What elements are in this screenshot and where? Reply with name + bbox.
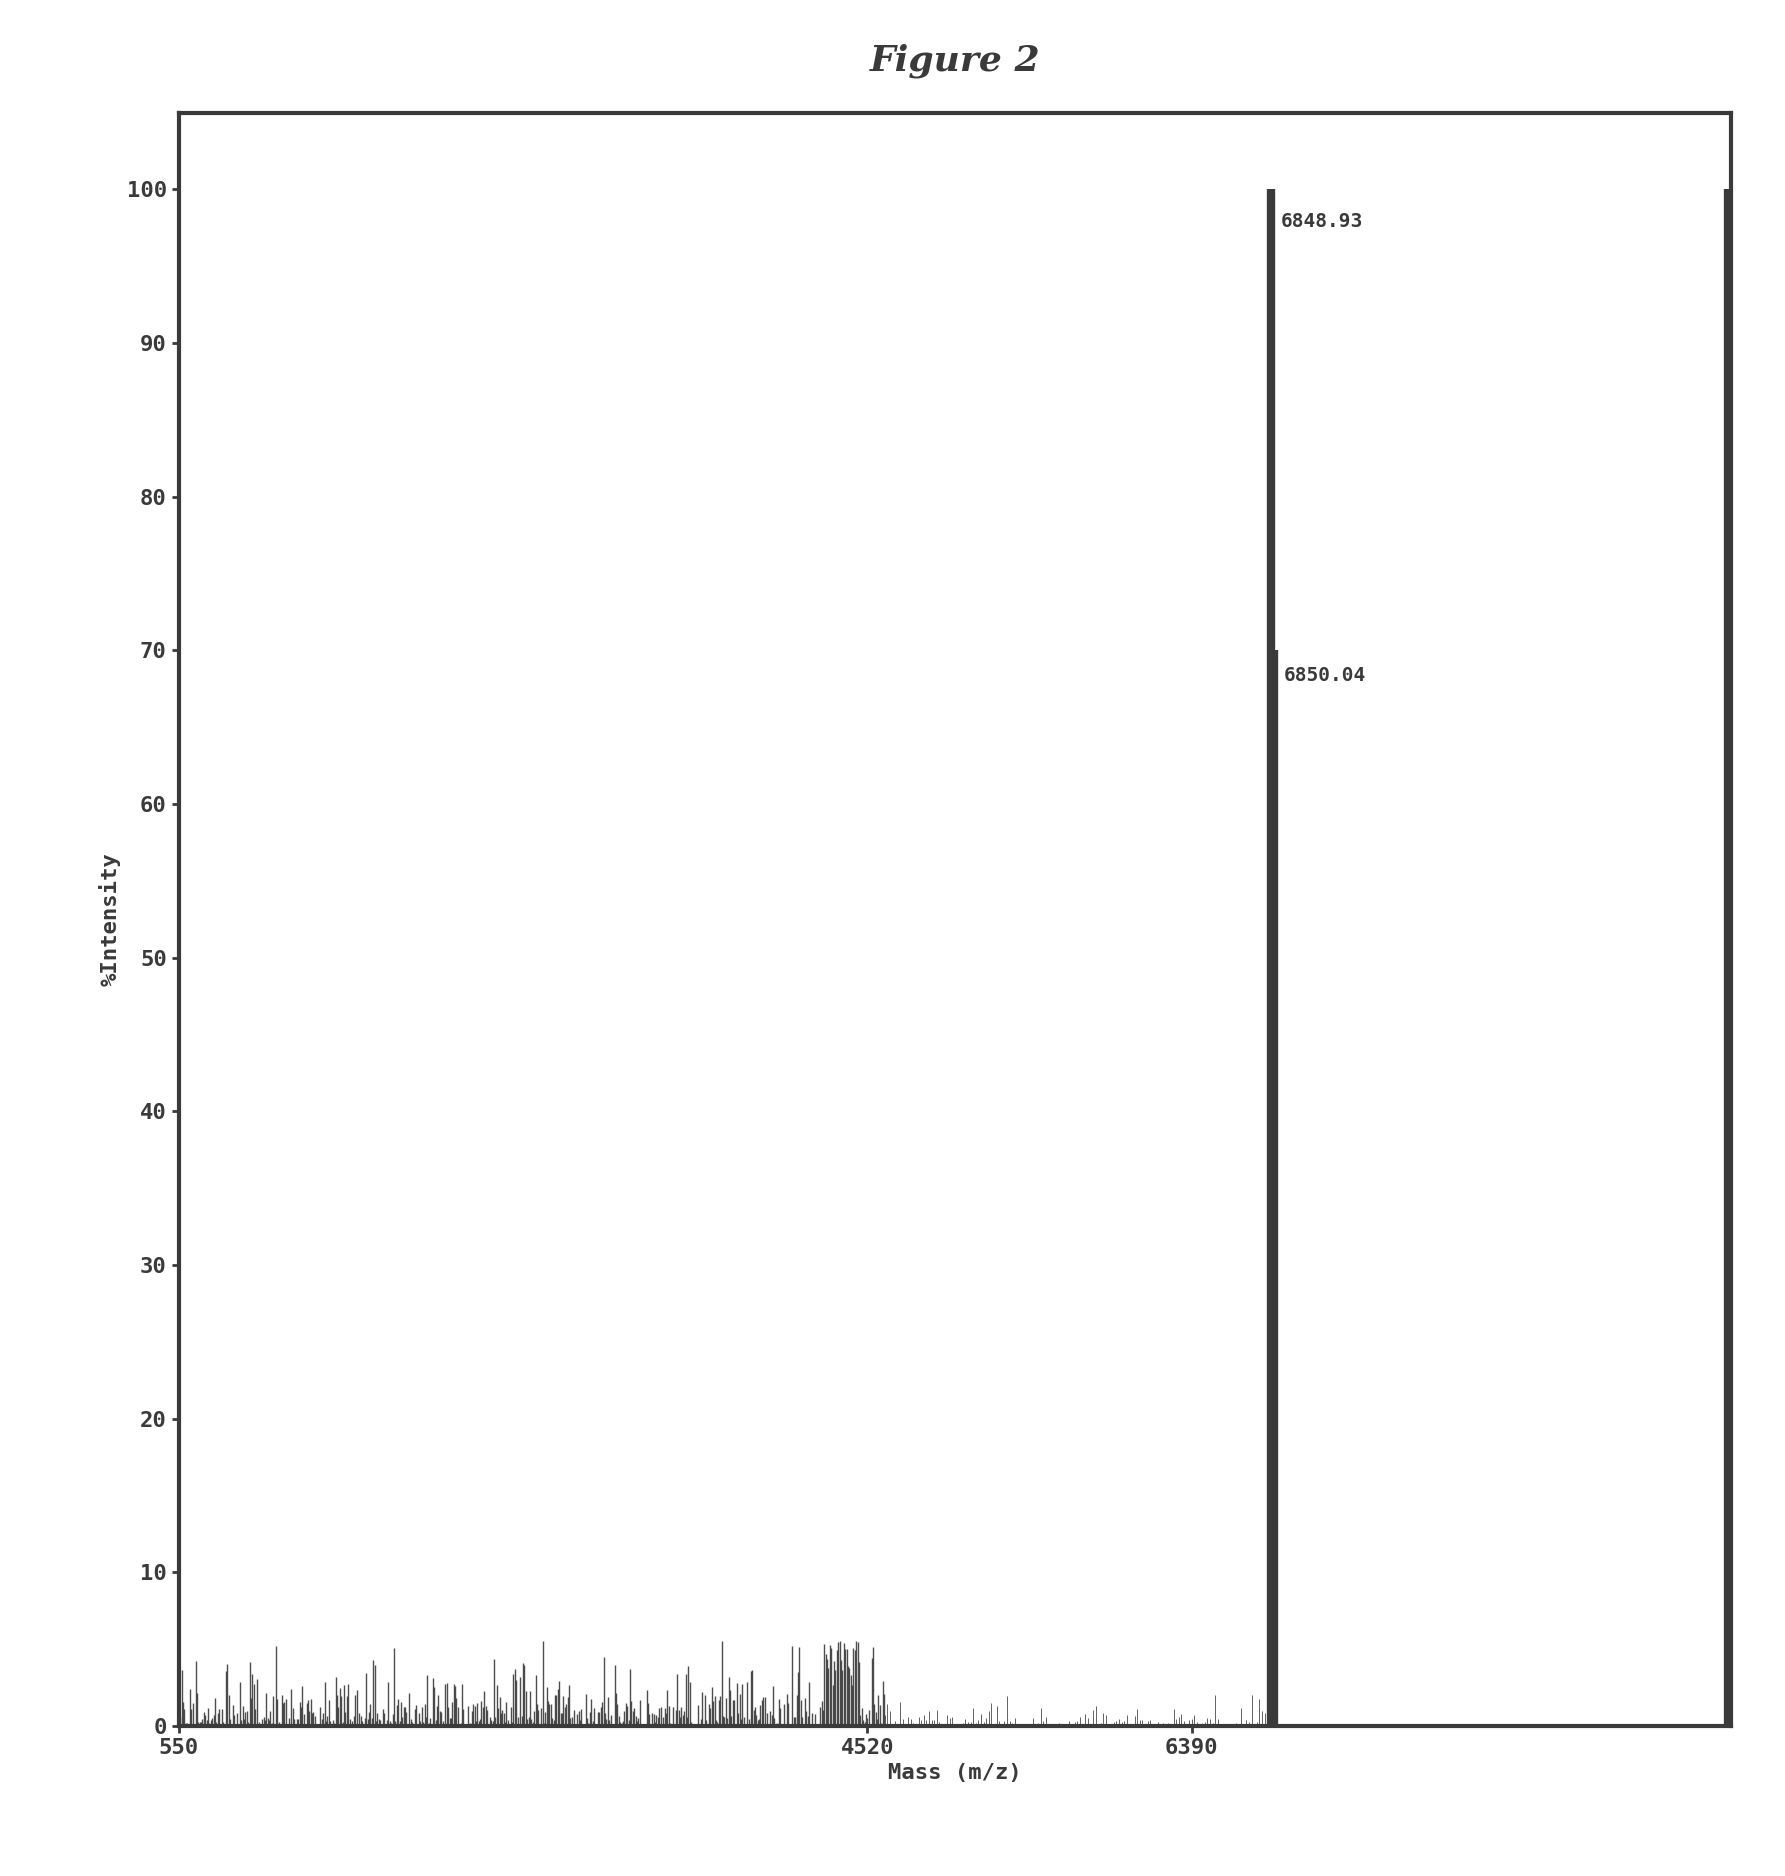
Y-axis label: %Intensity: %Intensity <box>98 852 121 987</box>
Text: 6848.93: 6848.93 <box>1282 212 1364 231</box>
X-axis label: Mass (m/z): Mass (m/z) <box>889 1763 1021 1784</box>
Text: 6850.04: 6850.04 <box>1283 666 1366 685</box>
Title: Figure 2: Figure 2 <box>869 43 1041 79</box>
